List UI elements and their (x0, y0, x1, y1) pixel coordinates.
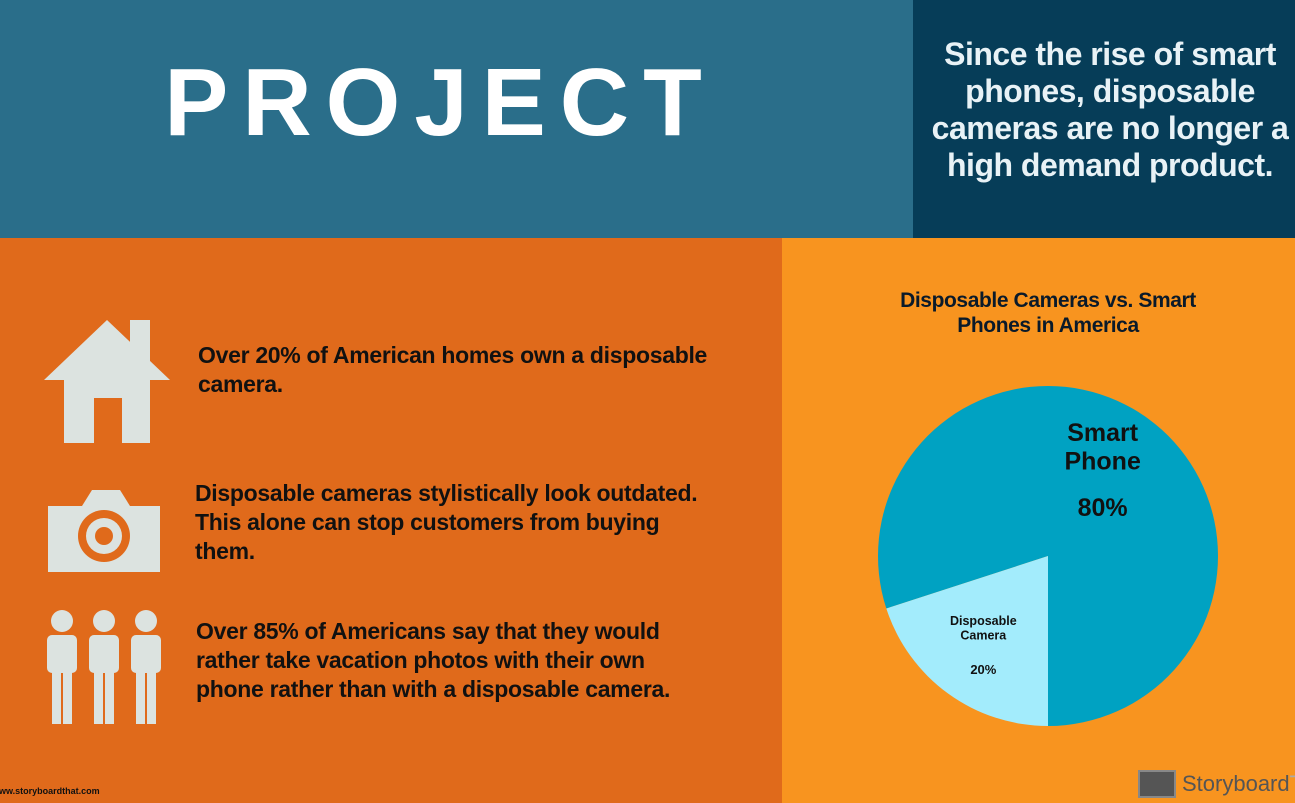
slice-value-label: 20% (970, 662, 996, 677)
pie-chart: Smart Phone 80% Disposable Camera 20% (878, 386, 1218, 726)
fact: Over 20% of American homes own a disposa… (198, 342, 708, 397)
slice-label: Disposable Camera (950, 614, 1017, 642)
statement: Since the rise of smart phones, disposab… (931, 36, 1289, 183)
house-icon (44, 320, 170, 443)
logo: StoryboardThat (1138, 770, 1295, 798)
pie-slice (886, 556, 1048, 726)
footer-url: www.storyboardthat.com (0, 786, 100, 796)
camera-icon (48, 490, 160, 572)
logo-text: Storyboard (1182, 771, 1290, 796)
icons (44, 320, 170, 724)
logo-mark (1138, 770, 1176, 798)
fact: Over 85% of Americans say that they woul… (196, 618, 671, 702)
people-icon (47, 610, 161, 724)
slice-value-label: 80% (1078, 494, 1128, 522)
logo-text: That (1290, 771, 1295, 797)
chart-title: Disposable Cameras vs. Smart Phones in A… (900, 289, 1196, 337)
slice-label: Smart Phone (1064, 419, 1140, 476)
header-band (0, 0, 913, 238)
statement-band (913, 0, 1295, 238)
title: PROJECT (164, 49, 716, 156)
fact: Disposable cameras stylistically look ou… (195, 480, 698, 564)
